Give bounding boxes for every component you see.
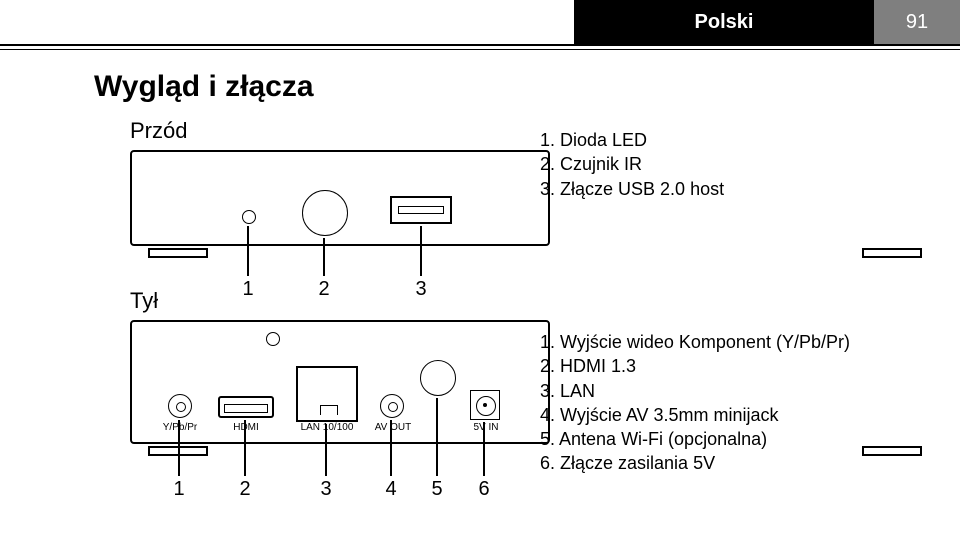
rear-num-4: 4 xyxy=(381,478,401,501)
leader-line xyxy=(483,422,485,476)
rear-antenna-icon xyxy=(420,360,456,396)
leader-line xyxy=(178,420,180,476)
page-header: Polski 91 xyxy=(574,0,960,44)
front-led-icon xyxy=(242,210,256,224)
header-language: Polski xyxy=(574,0,874,44)
rear-num-1: 1 xyxy=(169,478,189,501)
leader-line xyxy=(436,398,438,476)
rear-dcin-icon xyxy=(470,390,500,420)
leader-line xyxy=(323,238,325,276)
rear-foot xyxy=(862,446,922,456)
rear-num-3: 3 xyxy=(316,478,336,501)
legend-item: 6. Złącze zasilania 5V xyxy=(540,451,850,475)
legend-item: 2. HDMI 1.3 xyxy=(540,354,850,378)
front-heading: Przód xyxy=(130,118,940,144)
legend-item: 4. Wyjście AV 3.5mm minijack xyxy=(540,403,850,427)
front-diagram: 1 2 3 xyxy=(130,150,940,246)
leader-line xyxy=(390,420,392,476)
legend-item: 3. LAN xyxy=(540,379,850,403)
rear-hdmi-icon xyxy=(218,396,274,418)
header-rule xyxy=(0,44,960,54)
port-label-dcin: 5V IN xyxy=(464,422,508,433)
port-label-ypbpr: Y/Pb/Pr xyxy=(160,422,200,433)
rear-num-5: 5 xyxy=(427,478,447,501)
leader-line xyxy=(247,226,249,276)
rear-screw-hole-icon xyxy=(266,332,280,346)
front-usb-icon xyxy=(390,196,452,224)
rear-lan-icon xyxy=(296,366,358,422)
port-label-lan: LAN 10/100 xyxy=(292,422,362,433)
rear-num-6: 6 xyxy=(474,478,494,501)
front-num-1: 1 xyxy=(238,278,258,301)
legend-item: 5. Antena Wi-Fi (opcjonalna) xyxy=(540,427,850,451)
front-ir-icon xyxy=(302,190,348,236)
rear-legend: 1. Wyjście wideo Komponent (Y/Pb/Pr) 2. … xyxy=(540,330,850,476)
port-label-avout: AV OUT xyxy=(370,422,416,433)
page-title: Wygląd i złącza xyxy=(94,70,940,104)
header-page-number: 91 xyxy=(874,0,960,44)
port-label-hdmi: HDMI xyxy=(224,422,268,433)
leader-line xyxy=(244,420,246,476)
rear-ypbpr-icon xyxy=(168,394,192,418)
front-num-2: 2 xyxy=(314,278,334,301)
front-foot xyxy=(862,248,922,258)
leader-line xyxy=(420,226,422,276)
rear-avout-icon xyxy=(380,394,404,418)
legend-item: 2. Czujnik IR xyxy=(540,152,724,176)
legend-item: 3. Złącze USB 2.0 host xyxy=(540,177,724,201)
legend-item: 1. Dioda LED xyxy=(540,128,724,152)
leader-line xyxy=(325,424,327,476)
rear-num-2: 2 xyxy=(235,478,255,501)
legend-item: 1. Wyjście wideo Komponent (Y/Pb/Pr) xyxy=(540,330,850,354)
front-foot xyxy=(148,248,208,258)
front-num-3: 3 xyxy=(411,278,431,301)
front-legend: 1. Dioda LED 2. Czujnik IR 3. Złącze USB… xyxy=(540,128,724,201)
